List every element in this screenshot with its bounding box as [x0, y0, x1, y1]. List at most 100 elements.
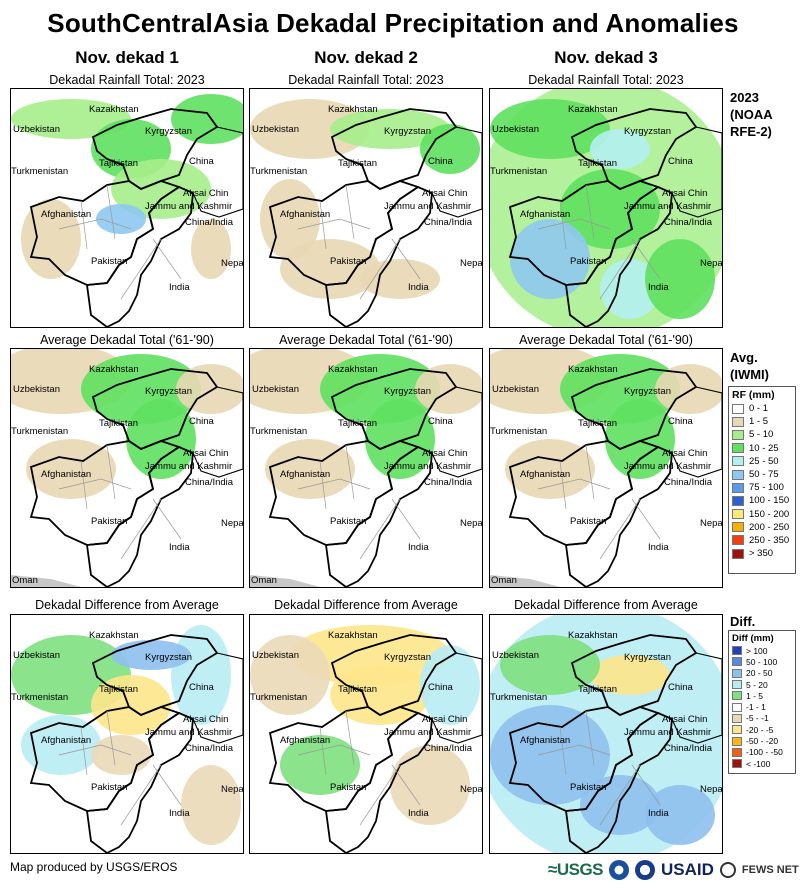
difference-legend-label: 5 - 20: [746, 679, 768, 690]
map-label-china_india: China/India: [664, 477, 713, 488]
map-label-kazakhstan: Kazakhstan: [89, 364, 139, 375]
admin-boundary: [319, 460, 327, 510]
map-total-dekad-1: Kazakhstan Uzbekistan Kyrgyzstan Turkmenist…: [10, 88, 244, 328]
rainfall-legend-label: > 350: [749, 548, 774, 560]
admin-boundary: [297, 218, 371, 230]
map-label-tajikistan: Tajikistan: [578, 684, 617, 695]
admin-boundary: [58, 744, 132, 756]
map-label-kazakhstan: Kazakhstan: [328, 630, 378, 641]
difference-legend-item: -100 - -50: [729, 747, 795, 758]
map-label-uzbekistan: Uzbekistan: [492, 384, 539, 395]
map-label-india: India: [408, 282, 429, 293]
admin-boundary: [359, 498, 401, 560]
map-label-kazakhstan: Kazakhstan: [568, 364, 618, 375]
map-average-dekad-1: Kazakhstan Uzbekistan Kyrgyzstan Turkmenist…: [10, 348, 244, 588]
map-label-jammu: Jammu and Kashmir: [145, 727, 232, 738]
map-label-pakistan: Pakistan: [91, 516, 127, 527]
country-border: [324, 445, 433, 587]
admin-boundary: [106, 710, 116, 766]
rainfall-legend-label: 1 - 5: [749, 416, 769, 428]
rainfall-legend-label: 200 - 250: [749, 521, 790, 533]
map-label-afghanistan: Afghanistan: [280, 469, 330, 480]
country-border: [398, 386, 482, 478]
total-source-label: 2023 (NOAA RFE-2): [730, 89, 773, 140]
rainfall-legend-swatch: [732, 522, 744, 533]
admin-boundary: [120, 764, 162, 826]
rainfall-legend-swatch: [732, 403, 744, 414]
map-label-kazakhstan: Kazakhstan: [89, 630, 139, 641]
map-label-jammu: Jammu and Kashmir: [624, 727, 711, 738]
map-label-nepal: Nepal: [221, 518, 243, 529]
admin-boundary: [120, 498, 162, 560]
map-label-kyrgyzstan: Kyrgyzstan: [384, 386, 431, 397]
difference-legend-swatch: [732, 725, 742, 735]
caption-difference-2: Dekadal Difference from Average: [274, 598, 458, 612]
difference-legend-swatch: [732, 668, 742, 678]
admin-boundary: [559, 200, 567, 250]
difference-legend-item: -20 - -5: [729, 724, 795, 735]
map-average-dekad-3: Kazakhstan Uzbekistan Kyrgyzstan Turkmenist…: [489, 348, 723, 588]
admin-boundary: [345, 710, 355, 766]
map-label-india: India: [648, 282, 669, 293]
rainfall-legend-item: 1 - 5: [729, 415, 795, 428]
difference-legend-swatch: [732, 646, 742, 656]
admin-boundary: [537, 744, 611, 756]
total-source-year: 2023: [730, 90, 759, 105]
map-label-afghanistan: Afghanistan: [520, 469, 570, 480]
difference-legend-label: -1 - 1: [746, 702, 766, 713]
map-label-turkmenistan: Turkmenistan: [490, 692, 547, 703]
map-label-aksai_chin: Aksai Chin: [422, 714, 467, 725]
map-label-nepal: Nepal: [700, 258, 722, 269]
map-label-china_india: China/India: [424, 217, 473, 228]
country-border: [638, 126, 722, 218]
map-label-china: China: [668, 156, 694, 167]
map-label-pakistan: Pakistan: [91, 256, 127, 267]
map-label-aksai_chin: Aksai Chin: [662, 714, 707, 725]
map-label-india: India: [169, 542, 190, 553]
fews-net-logo: FEWS NET: [741, 864, 799, 876]
difference-legend-item: > 100: [729, 645, 795, 656]
map-difference-dekad-3: Kazakhstan Uzbekistan Kyrgyzstan Turkmenist…: [489, 614, 723, 854]
map-label-china: China: [189, 682, 215, 693]
difference-legend-swatch: [732, 736, 742, 746]
map-label-turkmenistan: Turkmenistan: [490, 166, 547, 177]
map-label-afghanistan: Afghanistan: [41, 209, 91, 220]
map-label-kyrgyzstan: Kyrgyzstan: [145, 386, 192, 397]
map-label-nepal: Nepal: [221, 784, 243, 795]
difference-legend-label: 1 - 5: [746, 690, 764, 701]
country-border: [159, 652, 243, 744]
column-heading-dekad-3: Nov. dekad 3: [554, 48, 658, 67]
caption-average-3: Average Dekadal Total ('61-'90): [519, 333, 693, 347]
rainfall-legend-item: 250 - 350: [729, 534, 795, 547]
map-label-tajikistan: Tajikistan: [99, 418, 138, 429]
map-label-india: India: [408, 542, 429, 553]
country-border: [324, 185, 433, 327]
map-label-china_india: China/India: [185, 217, 234, 228]
map-label-china: China: [668, 416, 694, 427]
rainfall-legend-swatch: [732, 443, 744, 454]
rainfall-legend-item: 75 - 100: [729, 481, 795, 494]
map-label-india: India: [648, 808, 669, 819]
map-label-pakistan: Pakistan: [570, 256, 606, 267]
map-label-aksai_chin: Aksai Chin: [183, 188, 228, 199]
map-label-afghanistan: Afghanistan: [280, 735, 330, 746]
map-label-nepal: Nepal: [700, 518, 722, 529]
map-label-kyrgyzstan: Kyrgyzstan: [624, 386, 671, 397]
difference-legend-label: > 100: [746, 645, 768, 656]
map-label-aksai_chin: Aksai Chin: [662, 188, 707, 199]
map-label-kazakhstan: Kazakhstan: [89, 104, 139, 115]
rainfall-legend-label: 0 - 1: [749, 403, 769, 415]
usgs-logo: ≈USGS: [548, 860, 604, 879]
difference-legend-swatch: [732, 759, 742, 769]
map-label-china_india: China/India: [664, 217, 713, 228]
difference-legend-label: 20 - 50: [746, 668, 773, 679]
map-label-pakistan: Pakistan: [330, 256, 366, 267]
admin-boundary: [391, 498, 421, 540]
admin-boundary: [106, 444, 116, 500]
rainfall-legend-swatch: [732, 495, 744, 506]
map-label-jammu: Jammu and Kashmir: [624, 201, 711, 212]
map-label-jammu: Jammu and Kashmir: [384, 727, 471, 738]
difference-legend-item: -5 - -1: [729, 713, 795, 724]
total-source-product: RFE-2): [730, 124, 772, 139]
map-label-tajikistan: Tajikistan: [99, 158, 138, 169]
